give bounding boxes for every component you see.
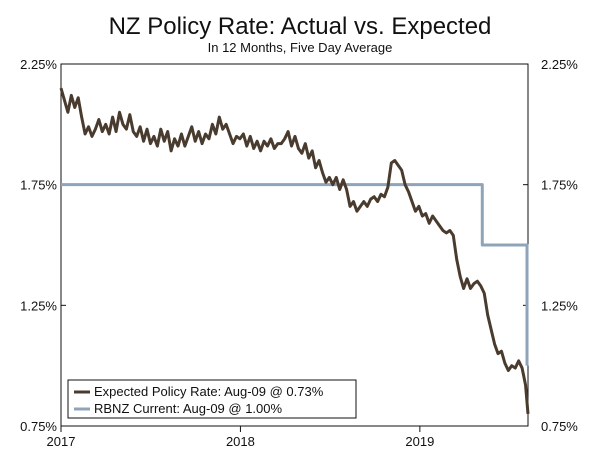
legend-box — [67, 379, 357, 419]
x-tick-label: 2019 — [405, 434, 434, 449]
x-tick-label: 2017 — [47, 434, 76, 449]
y-tick-label-right: 0.75% — [541, 419, 578, 434]
legend-label-expected: Expected Policy Rate: Aug-09 @ 0.73% — [94, 384, 324, 399]
y-tick-label-right: 1.25% — [541, 298, 578, 313]
series-layer — [59, 87, 530, 415]
chart-title: NZ Policy Rate: Actual vs. Expected — [109, 13, 492, 40]
y-axis-right: 2.25% 1.75% 1.25% 0.75% — [523, 57, 578, 434]
x-tick-label: 2018 — [226, 434, 255, 449]
y-axis-left: 2.25% 1.75% 1.25% 0.75% — [20, 57, 66, 434]
y-tick-label-left: 1.25% — [20, 298, 57, 313]
y-tick-label-left: 0.75% — [20, 419, 57, 434]
legend-label-rbnz: RBNZ Current: Aug-09 @ 1.00% — [94, 401, 282, 416]
y-tick-label-left: 2.25% — [20, 57, 57, 72]
x-axis: 2017 2018 2019 — [47, 426, 434, 449]
series-line-rbnz-current — [61, 183, 529, 366]
chart-subtitle: In 12 Months, Five Day Average — [208, 40, 393, 55]
legend: Expected Policy Rate: Aug-09 @ 0.73% RBN… — [67, 379, 357, 419]
y-tick-label-right: 2.25% — [541, 57, 578, 72]
series-line-expected-policy-rate — [59, 87, 530, 415]
y-tick-label-left: 1.75% — [20, 178, 57, 193]
y-tick-label-right: 1.75% — [541, 178, 578, 193]
